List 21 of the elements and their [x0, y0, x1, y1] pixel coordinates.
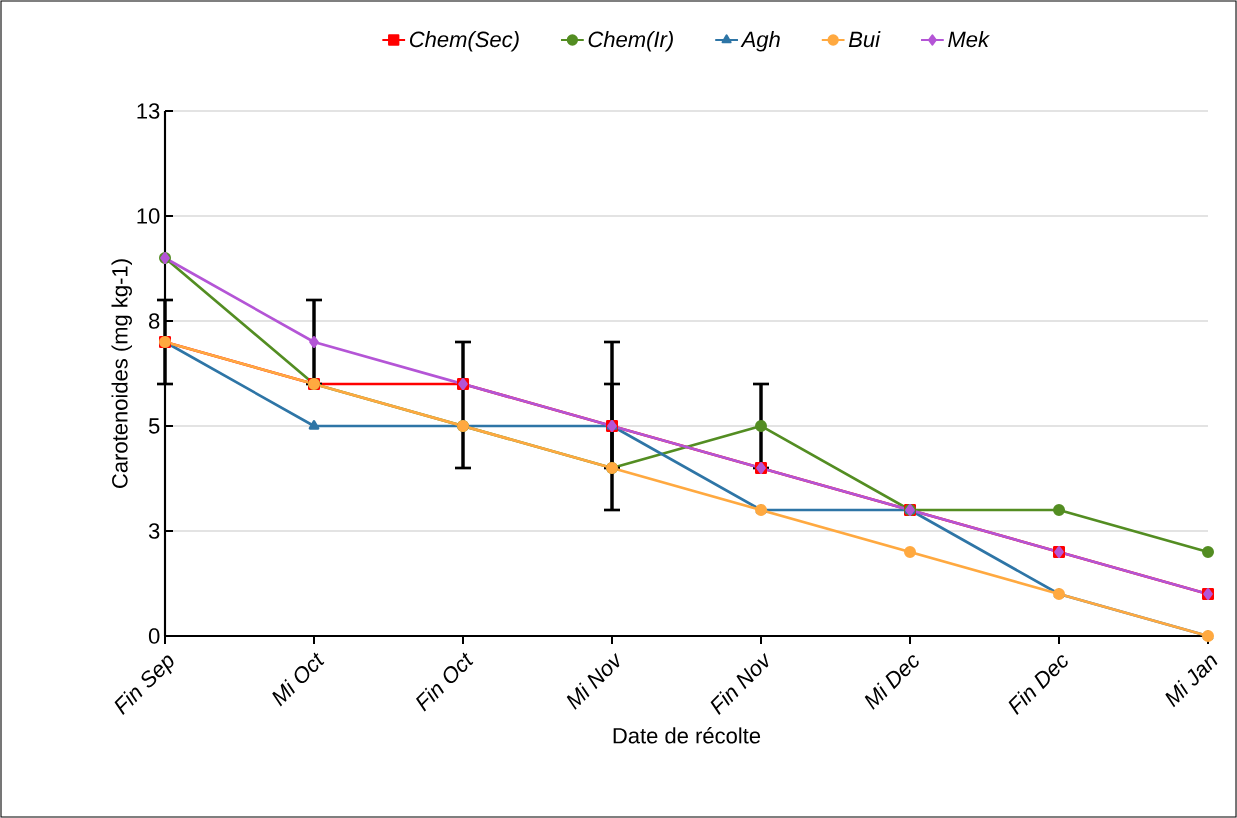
- legend-label: Chem(Ir): [588, 31, 673, 52]
- legend-label: Chem(Sec): [409, 31, 519, 52]
- y-tick-label: 3: [148, 523, 160, 539]
- y-axis-title: Carotenoides (mg kg-1): [111, 259, 132, 488]
- y-tick-label: 5: [148, 418, 160, 434]
- x-tick-label: Fin Oct: [415, 652, 474, 712]
- legend-label: Agh: [740, 31, 780, 52]
- x-tick-label: Fin Nov: [710, 653, 769, 716]
- x-tick-label: Mi Jan: [1165, 655, 1218, 708]
- y-tick-label: 0: [148, 628, 160, 644]
- x-tick-label: Fin Dec: [1008, 655, 1068, 716]
- y-tick-label: 8: [149, 313, 160, 329]
- x-tick-label: Mi Dec: [864, 655, 919, 710]
- legend-label: Bui: [848, 31, 881, 48]
- x-tick-label: Mi Oct: [272, 652, 325, 707]
- x-tick-label: Mi Nov: [566, 653, 620, 710]
- y-tick-label: 10: [137, 208, 160, 224]
- x-tick-label: Fin Sep: [114, 655, 174, 716]
- x-axis-title: Date de récolte: [613, 727, 761, 744]
- legend-label: Mek: [948, 31, 990, 48]
- y-tick-label: 13: [137, 103, 160, 119]
